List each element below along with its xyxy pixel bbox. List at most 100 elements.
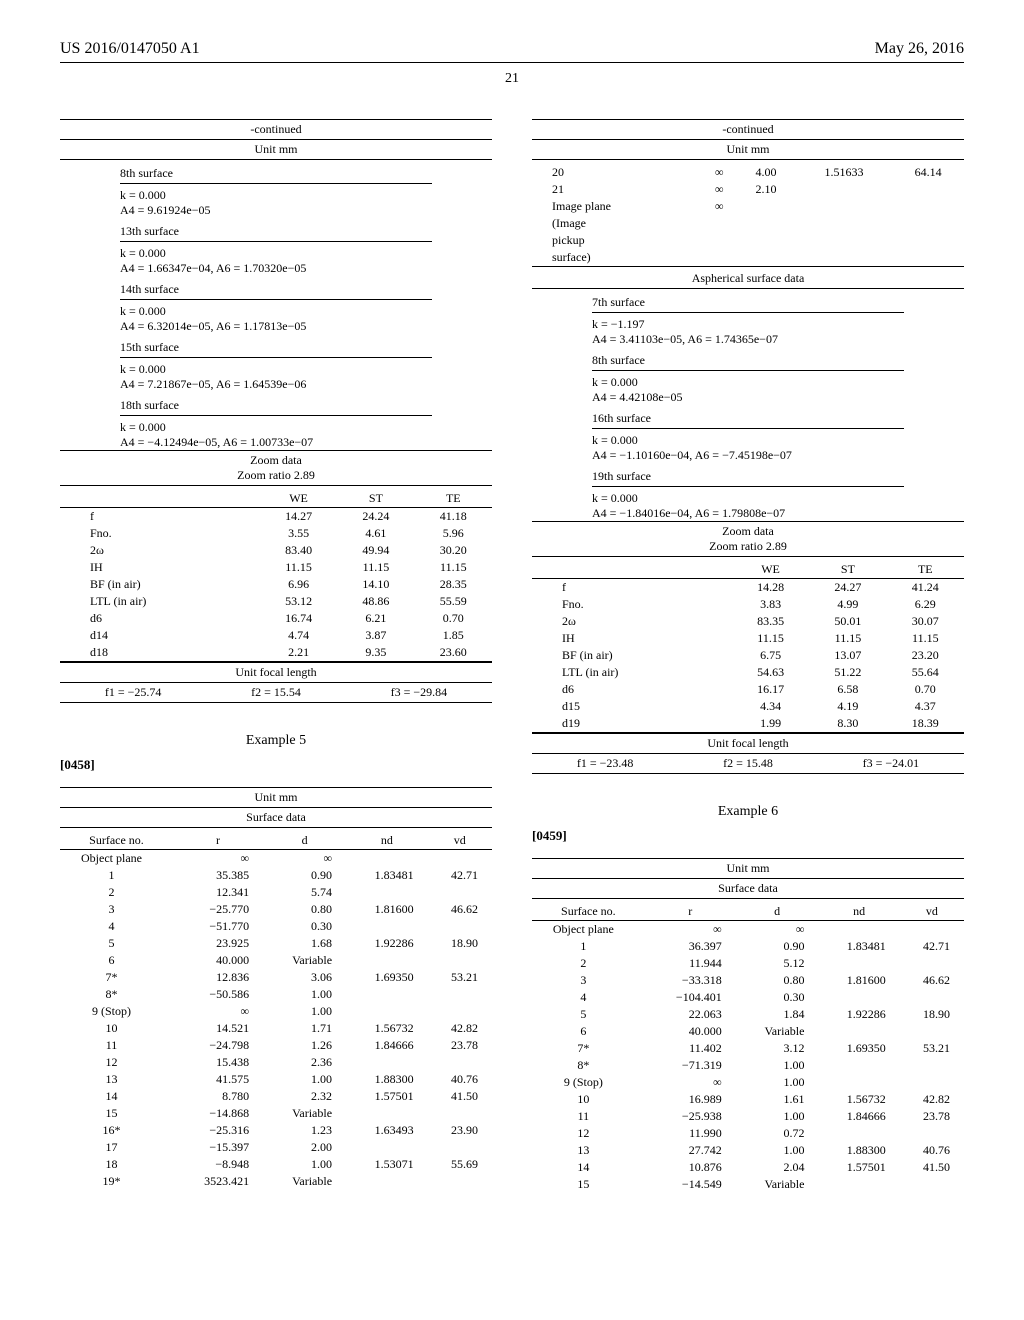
pub-date: May 26, 2016 [875, 40, 964, 58]
surface-row: Object plane∞∞ [532, 921, 964, 939]
surface-row: 8*−50.5861.00 [60, 986, 492, 1003]
para-0458: [0458] [60, 757, 492, 773]
surface-row: 15−14.868Variable [60, 1105, 492, 1122]
f1-r: f1 = −23.48 [577, 756, 634, 771]
zoom-row: d154.344.194.37 [532, 698, 964, 715]
continued-block-right: -continued Unit mm 20∞4.001.5163364.1421… [532, 119, 964, 521]
page-number: 21 [60, 71, 964, 87]
two-column-layout: -continued Unit mm 8th surface k = 0.000A… [60, 117, 964, 1193]
surface-row: 8*−71.3191.00 [532, 1057, 964, 1074]
surface-row: 1341.5751.001.8830040.76 [60, 1071, 492, 1088]
surface-row: 212.3415.74 [60, 884, 492, 901]
continued-block-left: -continued Unit mm 8th surface k = 0.000A… [60, 119, 492, 450]
aspheric-coeffs: k = 0.000A4 = 1.66347e−04, A6 = 1.70320e… [120, 246, 432, 276]
surface-row: 7*12.8363.061.6935053.21 [60, 969, 492, 986]
zoom-row: d144.743.871.85 [60, 627, 492, 644]
surface-row: 9 (Stop)∞1.00 [532, 1074, 964, 1091]
surface-row: 15−14.549Variable [532, 1176, 964, 1193]
surface-data-5: Surface data [60, 810, 492, 828]
continued-label: -continued [60, 122, 492, 137]
f1: f1 = −25.74 [105, 685, 162, 700]
surface-row: 19*3523.421Variable [60, 1173, 492, 1190]
aspheric-surface-label: 8th surface [592, 353, 904, 371]
surface-row: 7*11.4023.121.6935053.21 [532, 1040, 964, 1057]
continued-label-r: -continued [532, 122, 964, 137]
right-column: -continued Unit mm 20∞4.001.5163364.1421… [532, 117, 964, 1193]
zoom-row: d616.176.580.70 [532, 681, 964, 698]
aspheric-coeffs: k = 0.000A4 = 4.42108e−05 [592, 375, 904, 405]
zoom-row: Fno.3.834.996.29 [532, 596, 964, 613]
surface-table-5: Surface no.rdndvd Object plane∞∞135.3850… [60, 832, 492, 1190]
surface-row: 1016.9891.611.5673242.82 [532, 1091, 964, 1108]
surface-row: 136.3970.901.8348142.71 [532, 938, 964, 955]
f3: f3 = −29.84 [391, 685, 448, 700]
zoom-row: d182.219.3523.60 [60, 644, 492, 662]
surface-data-6: Surface data [532, 881, 964, 899]
surface-row: 4−104.4010.30 [532, 989, 964, 1006]
zoom-row: LTL (in air)53.1248.8655.59 [60, 593, 492, 610]
aspheric-coeffs: k = −1.197A4 = 3.41103e−05, A6 = 1.74365… [592, 317, 904, 347]
zoom-title1-r: Zoom data [532, 521, 964, 539]
aspheric-coeffs: k = 0.000A4 = 9.61924e−05 [120, 188, 432, 218]
aspheric-surface-label: 13th surface [120, 224, 432, 242]
unit-label: Unit mm [60, 142, 492, 160]
aspheric-surface-label: 15th surface [120, 340, 432, 358]
surface-row: Object plane∞∞ [60, 850, 492, 868]
zoom-table-right: WESTTE f14.2824.2741.24Fno.3.834.996.292… [532, 561, 964, 733]
surface-row: 523.9251.681.9228618.90 [60, 935, 492, 952]
surface-row: 11−24.7981.261.8466623.78 [60, 1037, 492, 1054]
aspheric-coeffs: k = 0.000A4 = −4.12494e−05, A6 = 1.00733… [120, 420, 432, 450]
unit-mm-5: Unit mm [60, 790, 492, 805]
surface-row: 1410.8762.041.5750141.50 [532, 1159, 964, 1176]
zoom-row: IH11.1511.1511.15 [532, 630, 964, 647]
left-column: -continued Unit mm 8th surface k = 0.000A… [60, 117, 492, 1193]
surface-row: 640.000Variable [60, 952, 492, 969]
surface-row: 1211.9900.72 [532, 1125, 964, 1142]
surface-row: 640.000Variable [532, 1023, 964, 1040]
f3-r: f3 = −24.01 [863, 756, 920, 771]
surface-row: 522.0631.841.9228618.90 [532, 1006, 964, 1023]
surface-row: Image plane∞ [532, 198, 964, 215]
zoom-row: f14.2824.2741.24 [532, 579, 964, 597]
surface-row: 21∞2.10 [532, 181, 964, 198]
aspheric-coeffs: k = 0.000A4 = 7.21867e−05, A6 = 1.64539e… [120, 362, 432, 392]
aspheric-surface-label: 8th surface [120, 166, 432, 184]
surface-row: 16*−25.3161.231.6349323.90 [60, 1122, 492, 1139]
aspheric-surface-label: 16th surface [592, 411, 904, 429]
surface-row: surface) [532, 249, 964, 267]
surface-row: 148.7802.321.5750141.50 [60, 1088, 492, 1105]
unit-focal-length-values: f1 = −25.74 f2 = 15.54 f3 = −29.84 [60, 683, 492, 703]
unit-focal-length-values-r: f1 = −23.48 f2 = 15.48 f3 = −24.01 [532, 754, 964, 774]
para-0459: [0459] [532, 828, 964, 844]
zoom-row: d191.998.3018.39 [532, 715, 964, 733]
unit-label-r: Unit mm [532, 142, 964, 160]
surface-row: 1014.5211.711.5673242.82 [60, 1020, 492, 1037]
zoom-row: 2ω83.4049.9430.20 [60, 542, 492, 559]
unit-focal-length-label: Unit focal length [60, 662, 492, 683]
pub-id: US 2016/0147050 A1 [60, 40, 200, 58]
zoom-row: 2ω83.3550.0130.07 [532, 613, 964, 630]
zoom-title2-r: Zoom ratio 2.89 [532, 539, 964, 557]
zoom-title1: Zoom data [60, 450, 492, 468]
surface-row: 3−33.3180.801.8160046.62 [532, 972, 964, 989]
surface-row: 135.3850.901.8348142.71 [60, 867, 492, 884]
surface-row: 211.9445.12 [532, 955, 964, 972]
zoom-title2: Zoom ratio 2.89 [60, 468, 492, 486]
zoom-row: d616.746.210.70 [60, 610, 492, 627]
aspheric-surface-label: 19th surface [592, 469, 904, 487]
example-6-heading: Example 6 [532, 804, 964, 820]
surface-table-6: Surface no.rdndvd Object plane∞∞136.3970… [532, 903, 964, 1193]
aspheric-coeffs: k = 0.000A4 = 6.32014e−05, A6 = 1.17813e… [120, 304, 432, 334]
zoom-table-left: WESTTE f14.2724.2441.18Fno.3.554.615.962… [60, 490, 492, 662]
zoom-row: BF (in air)6.7513.0723.20 [532, 647, 964, 664]
aspheric-coeffs: k = 0.000A4 = −1.84016e−04, A6 = 1.79808… [592, 491, 904, 521]
zoom-row: IH11.1511.1511.15 [60, 559, 492, 576]
aspheric-surface-label: 18th surface [120, 398, 432, 416]
surface-row: pickup [532, 232, 964, 249]
aspheric-surface-label: 7th surface [592, 295, 904, 313]
zoom-row: LTL (in air)54.6351.2255.64 [532, 664, 964, 681]
tail-surface-rows: 20∞4.001.5163364.1421∞2.10Image plane∞(I… [532, 164, 964, 267]
surface-row: 1327.7421.001.8830040.76 [532, 1142, 964, 1159]
surface-row: 20∞4.001.5163364.14 [532, 164, 964, 181]
surface-row: 1215.4382.36 [60, 1054, 492, 1071]
